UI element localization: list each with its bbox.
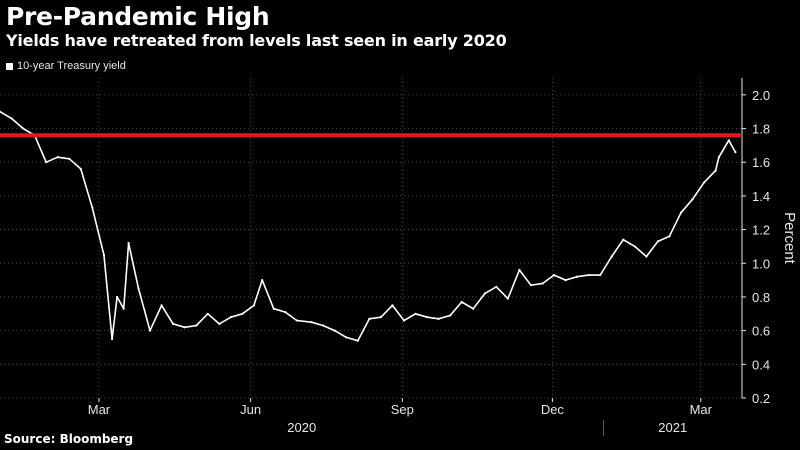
- data-point: [529, 284, 533, 287]
- data-point: [102, 253, 105, 256]
- data-point: [10, 117, 13, 120]
- x-tick-label: Dec: [541, 402, 565, 417]
- data-point: [379, 316, 382, 319]
- data-point: [345, 336, 348, 339]
- data-point: [414, 312, 417, 315]
- data-point: [587, 273, 590, 277]
- data-point: [333, 329, 336, 332]
- data-point: [195, 324, 198, 327]
- data-point: [425, 316, 429, 319]
- data-point: [148, 329, 152, 332]
- data-point: [0, 110, 2, 113]
- data-point: [633, 245, 636, 248]
- data-point: [229, 316, 232, 319]
- data-point: [541, 282, 544, 285]
- axes: [98, 78, 746, 436]
- data-point: [68, 157, 71, 160]
- data-point: [702, 181, 706, 184]
- data-point: [691, 198, 694, 201]
- data-point: [241, 312, 244, 315]
- data-point: [183, 326, 186, 329]
- series-layer: [0, 110, 737, 342]
- x-tick-label: Jun: [240, 402, 261, 417]
- y-tick-label: 1.2: [752, 223, 770, 238]
- data-point: [79, 167, 82, 171]
- legend: 10-year Treasury yield: [6, 60, 126, 72]
- x-tick-label: Sep: [391, 402, 414, 417]
- data-point: [45, 161, 48, 164]
- data-point: [111, 337, 114, 341]
- x-tick-label: Mar: [88, 402, 111, 417]
- year-label: 2020: [287, 420, 316, 435]
- data-point: [472, 307, 475, 310]
- data-point: [460, 300, 463, 304]
- year-label: 2021: [658, 420, 687, 435]
- data-point: [727, 139, 730, 142]
- data-point: [284, 311, 287, 314]
- data-point: [518, 268, 521, 272]
- legend-label: 10-year Treasury yield: [17, 60, 126, 72]
- y-tick-label: 0.4: [752, 357, 770, 372]
- data-point: [137, 287, 140, 290]
- data-point: [56, 156, 59, 159]
- chart-subtitle: Yields have retreated from levels last s…: [6, 31, 507, 50]
- data-point: [645, 255, 648, 258]
- yield-line: [0, 111, 737, 342]
- data-point: [495, 285, 498, 288]
- data-point: [261, 279, 264, 282]
- axis-labels: 0.2 0.4 0.6 0.8 1.0 1.2 1.4 1.6 1.8 2.0 Mar Jun Sep D…: [88, 88, 798, 435]
- data-point: [252, 304, 256, 307]
- data-point: [576, 275, 579, 278]
- y-tick-label: 0.8: [752, 290, 770, 305]
- data-point: [437, 317, 440, 320]
- data-point: [160, 304, 163, 307]
- data-point: [310, 321, 313, 324]
- data-point: [599, 273, 602, 277]
- y-tick-label: 2.0: [752, 88, 770, 103]
- data-point: [172, 322, 175, 325]
- data-point: [21, 127, 25, 130]
- x-tick-label: Mar: [690, 402, 713, 417]
- y-tick-label: 1.4: [752, 189, 770, 204]
- data-point: [127, 241, 130, 245]
- y-tick-label: 0.2: [752, 391, 770, 406]
- data-point: [402, 319, 406, 322]
- data-point: [206, 312, 209, 315]
- data-point: [449, 314, 452, 317]
- data-point: [622, 238, 625, 241]
- data-point: [714, 169, 717, 172]
- data-point: [122, 307, 125, 310]
- chart-title: Pre-Pandemic High: [6, 2, 270, 31]
- data-point: [668, 235, 671, 238]
- source-note: Source: Bloomberg: [4, 432, 134, 446]
- y-tick-label: 1.0: [752, 256, 770, 271]
- y-tick-label: 1.8: [752, 122, 770, 137]
- data-point: [91, 206, 94, 209]
- data-point: [656, 240, 660, 243]
- y-tick-label: 1.6: [752, 155, 770, 170]
- grid-lines: [0, 78, 742, 399]
- y-axis-title: Percent: [781, 212, 798, 265]
- y-tick-label: 0.6: [752, 324, 770, 339]
- data-point: [368, 317, 371, 320]
- data-point: [322, 324, 325, 327]
- data-point: [610, 255, 613, 258]
- data-point: [483, 292, 486, 295]
- data-point: [679, 211, 683, 214]
- data-point: [356, 339, 359, 342]
- data-point: [564, 279, 567, 282]
- data-point: [552, 273, 556, 277]
- legend-swatch: [6, 62, 13, 70]
- data-point: [734, 151, 737, 154]
- data-point: [391, 304, 394, 307]
- data-point: [295, 319, 298, 322]
- data-point: [717, 156, 721, 159]
- data-point: [115, 295, 119, 299]
- data-point: [218, 322, 221, 325]
- data-point: [272, 307, 275, 310]
- data-point: [506, 297, 509, 300]
